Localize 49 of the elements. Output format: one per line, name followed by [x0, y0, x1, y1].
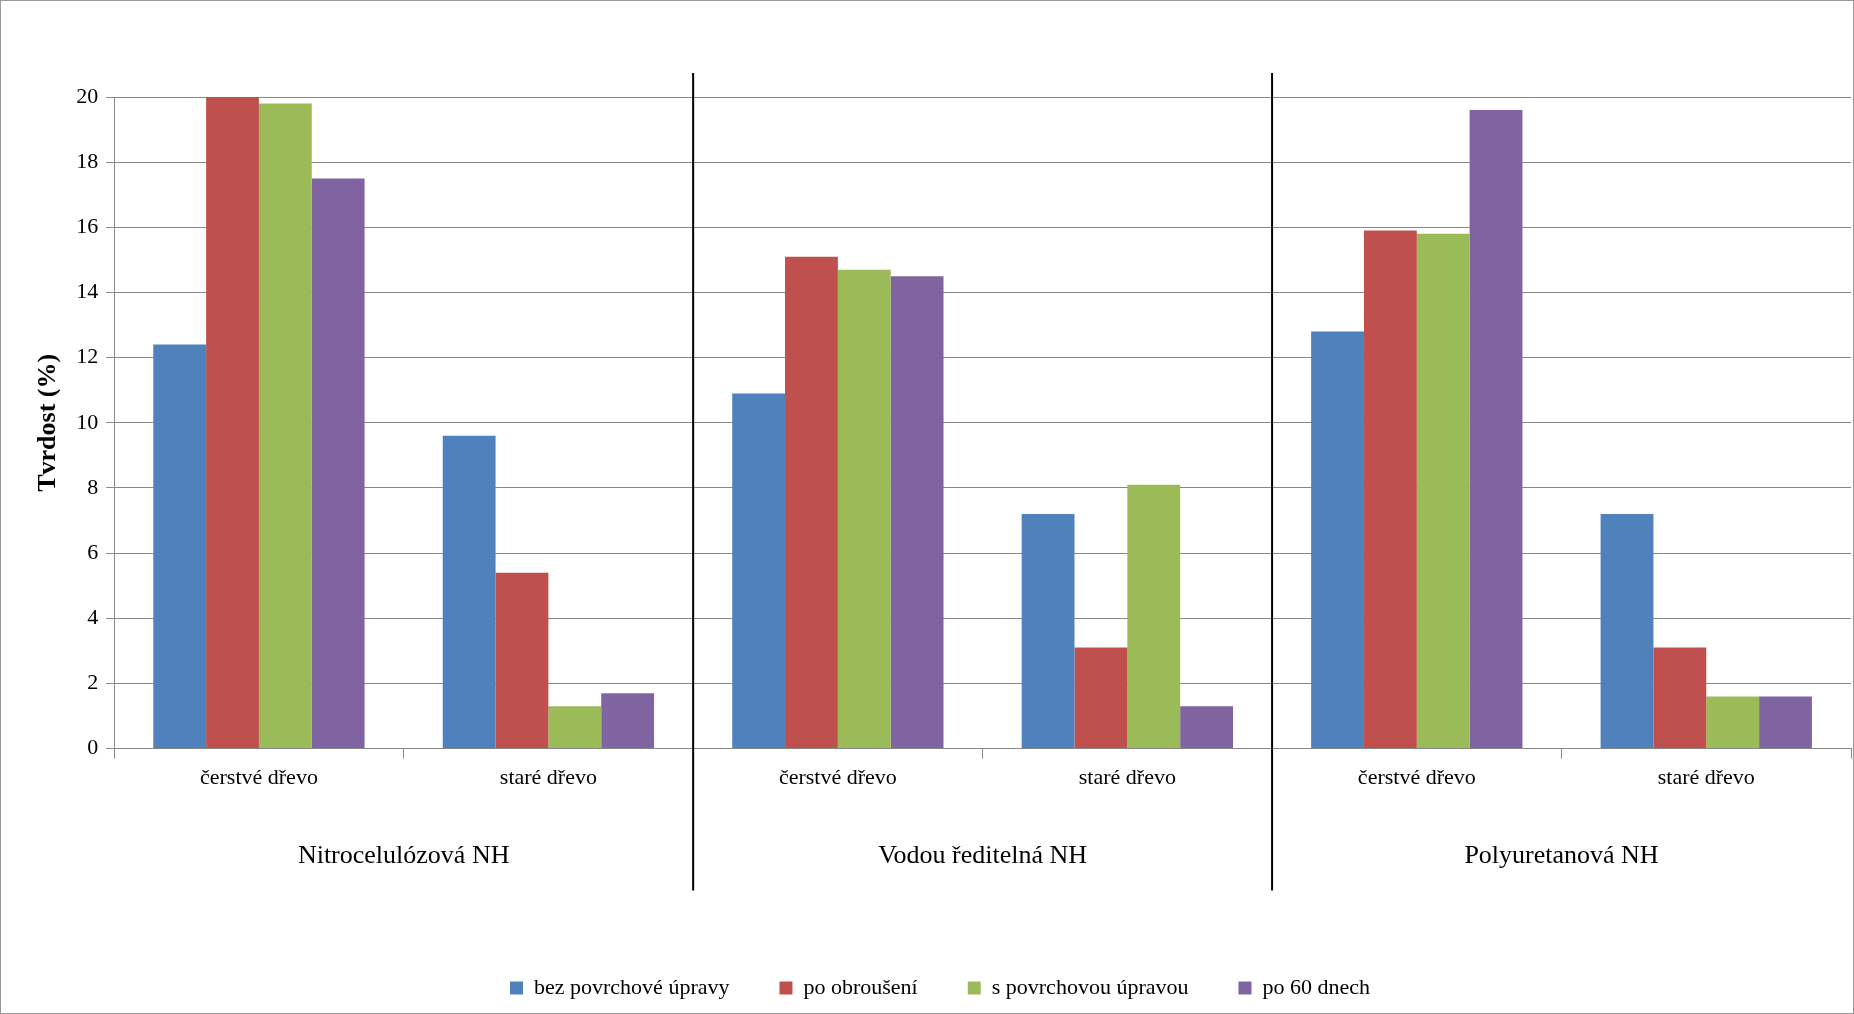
- y-tick-label: 16: [76, 213, 99, 239]
- bar: [1363, 230, 1417, 749]
- y-tick-label: 18: [76, 147, 99, 173]
- x-tick-label: staré dřevo: [499, 763, 597, 789]
- x-tick-label: staré dřevo: [1078, 763, 1176, 789]
- legend-label: po 60 dnech: [1262, 973, 1371, 999]
- bar: [548, 706, 602, 749]
- text: Nitrocelulózová NH: [297, 840, 510, 870]
- bar: [495, 572, 549, 749]
- x-tick-label: čerstvé dřevo: [199, 763, 318, 789]
- legend-label: bez povrchové úpravy: [533, 973, 730, 999]
- bar: [1706, 696, 1760, 749]
- bar: [732, 393, 786, 749]
- bar: [442, 435, 496, 749]
- y-tick-label: 4: [87, 604, 99, 630]
- y-tick-label: 10: [76, 408, 99, 434]
- x-tick-label: čerstvé dřevo: [1357, 763, 1476, 789]
- bar: [1074, 647, 1128, 749]
- legend-label: po obroušení: [803, 973, 918, 999]
- bar: [890, 276, 944, 749]
- bar: [311, 178, 365, 749]
- y-tick-label: 12: [76, 343, 99, 369]
- bar: [1469, 110, 1523, 749]
- bar: [258, 103, 312, 749]
- text: Polyuretanová NH: [1464, 840, 1659, 870]
- bar: [1416, 233, 1470, 749]
- y-tick-label: 8: [87, 473, 99, 499]
- y-tick-label: 2: [87, 669, 99, 695]
- bar: [1180, 706, 1233, 749]
- bar: [1127, 484, 1181, 749]
- x-tick-label: čerstvé dřevo: [778, 763, 897, 789]
- bar: [1600, 514, 1654, 749]
- legend-label: s povrchovou úpravou: [991, 973, 1189, 999]
- bar: [785, 256, 838, 749]
- bar: [1759, 696, 1812, 749]
- y-tick-label: 20: [76, 82, 99, 108]
- bar: [153, 344, 207, 749]
- bar: [601, 693, 655, 749]
- bar: [1311, 331, 1364, 749]
- y-tick-label: 6: [87, 538, 99, 564]
- y-axis-title: Tvrdost (%): [32, 353, 62, 492]
- x-tick-label: staré dřevo: [1657, 763, 1755, 789]
- bar: [1653, 647, 1707, 749]
- bar: [1021, 514, 1075, 749]
- text: Vodou ředitelná NH: [878, 840, 1088, 870]
- y-tick-label: 0: [87, 734, 99, 760]
- y-tick-label: 14: [76, 278, 99, 304]
- bar: [837, 269, 891, 749]
- bar: [206, 97, 259, 749]
